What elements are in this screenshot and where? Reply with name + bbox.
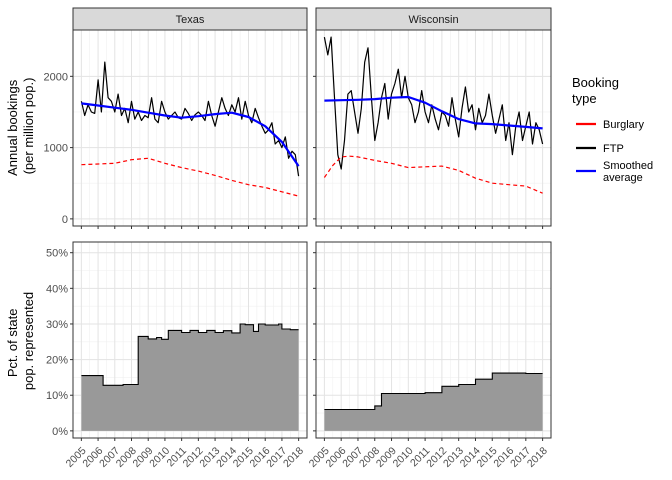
panel-border	[72, 241, 308, 439]
strip-label-texas: Texas	[176, 14, 205, 26]
y-tick-label: 20%	[46, 355, 68, 367]
x-tick-label: 2018	[525, 445, 550, 470]
y-tick-label: 2000	[44, 71, 68, 83]
legend-label-3-line-2: average	[603, 172, 643, 184]
legend-title-line-2: type	[572, 91, 597, 106]
series-coverage-area	[324, 373, 543, 431]
series-burglary	[323, 155, 543, 194]
legend-label-1: Burglary	[603, 119, 644, 131]
legend-label-3: Smoothed average	[603, 160, 653, 184]
series-ftp	[323, 36, 544, 170]
series-coverage-area	[81, 324, 299, 431]
panels: Texas 0 1000 2000 Wisconsin 0% 10% 20% 30% 40% 50%…	[44, 7, 552, 470]
y-tick-label: 50%	[46, 248, 68, 260]
y-tick-label: 0	[62, 214, 68, 226]
series-burglary	[81, 157, 299, 197]
bottom-y-axis-title: Pct. of state pop. represented	[5, 292, 36, 390]
panel-bottom-texas: 0%10%20%30%40%50%20052006200720082009201…	[46, 241, 308, 470]
series-smoothed-average	[81, 102, 300, 167]
series-smoothed-average	[324, 95, 543, 130]
panel-border	[315, 241, 552, 439]
series-coverage-outline	[324, 372, 543, 411]
y-tick-label: 40%	[46, 283, 68, 295]
legend-label-1-line-1: Burglary	[603, 119, 644, 131]
legend: Booking type Burglary FTP Smoothed average	[572, 75, 653, 184]
legend-label-2-line-1: FTP	[603, 143, 624, 155]
bottom-y-axis-title-line-1: Pct. of state	[5, 308, 20, 377]
y-tick-label: 1000	[44, 143, 68, 155]
panel-border	[72, 29, 308, 227]
top-y-axis-title-line-1: Annual bookings	[5, 79, 20, 176]
legend-label-3-line-1: Smoothed	[603, 160, 653, 172]
series-coverage-outline	[81, 323, 299, 386]
x-tick-label: 2018	[281, 445, 306, 470]
y-tick-label: 0%	[52, 426, 68, 438]
top-y-axis-title-line-2: (per million pop.)	[21, 78, 36, 175]
panel-bottom-wisconsin: 2005200620072008200920102011201220132014…	[307, 241, 552, 470]
y-tick-label: 30%	[46, 319, 68, 331]
y-tick-label: 10%	[46, 390, 68, 402]
bottom-y-axis-title-line-2: pop. represented	[21, 292, 36, 390]
panel-border	[315, 29, 552, 227]
panel-top-texas: Texas 0 1000 2000	[44, 7, 308, 229]
legend-title: Booking type	[572, 75, 619, 106]
legend-label-2: FTP	[603, 143, 624, 155]
panel-top-wisconsin: Wisconsin	[313, 7, 552, 229]
strip-label-wisconsin: Wisconsin	[408, 14, 458, 26]
top-y-axis-title: Annual bookings (per million pop.)	[5, 76, 36, 176]
legend-title-line-1: Booking	[572, 75, 619, 90]
